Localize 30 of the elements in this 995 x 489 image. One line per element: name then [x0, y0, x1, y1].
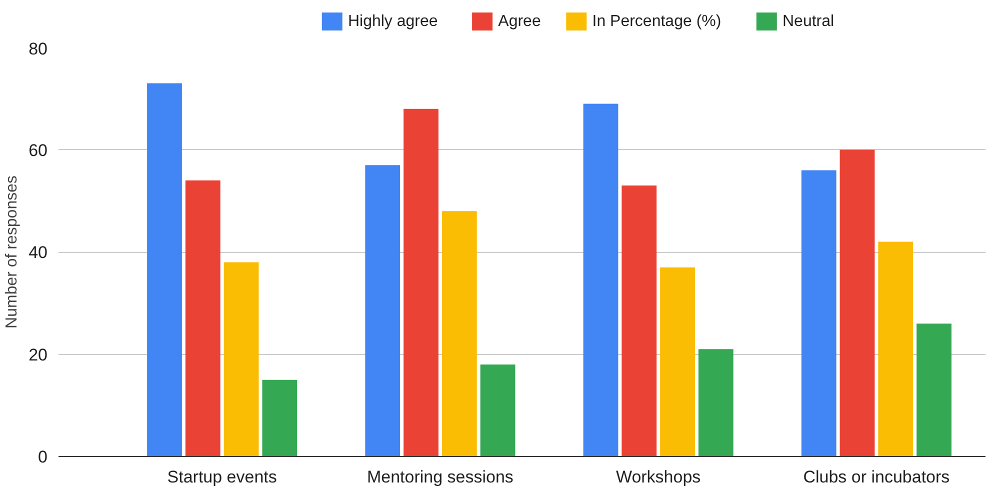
bar	[878, 242, 914, 456]
bar	[583, 104, 618, 456]
bar	[365, 165, 400, 456]
x-tick-label: Startup events	[167, 468, 277, 486]
bar	[442, 211, 477, 456]
bar	[916, 324, 952, 456]
y-tick-label: 20	[28, 345, 48, 364]
bar	[698, 349, 734, 456]
y-tick-label: 0	[38, 448, 48, 466]
x-tick-label: Mentoring sessions	[366, 468, 514, 486]
bar	[147, 83, 182, 456]
legend-label: Highly agree	[348, 13, 438, 30]
bar	[840, 150, 875, 456]
legend-label: In Percentage (%)	[592, 13, 722, 30]
bar	[404, 108, 438, 456]
x-tick-label: Workshops	[616, 468, 701, 486]
y-axis-title: Number of responses	[4, 176, 21, 328]
x-tick-label: Clubs or incubators	[803, 468, 950, 486]
y-tick-label: 40	[28, 243, 48, 262]
y-tick-label: 60	[28, 140, 48, 160]
bar	[185, 180, 220, 456]
bar	[622, 186, 657, 456]
legend-label: Agree	[498, 13, 541, 30]
legend-label: Neutral	[782, 13, 834, 30]
y-tick-label: 80	[28, 40, 48, 58]
bar	[801, 170, 836, 456]
bar	[262, 380, 298, 456]
bar	[480, 364, 516, 456]
bar	[660, 267, 695, 456]
bar	[224, 262, 259, 456]
